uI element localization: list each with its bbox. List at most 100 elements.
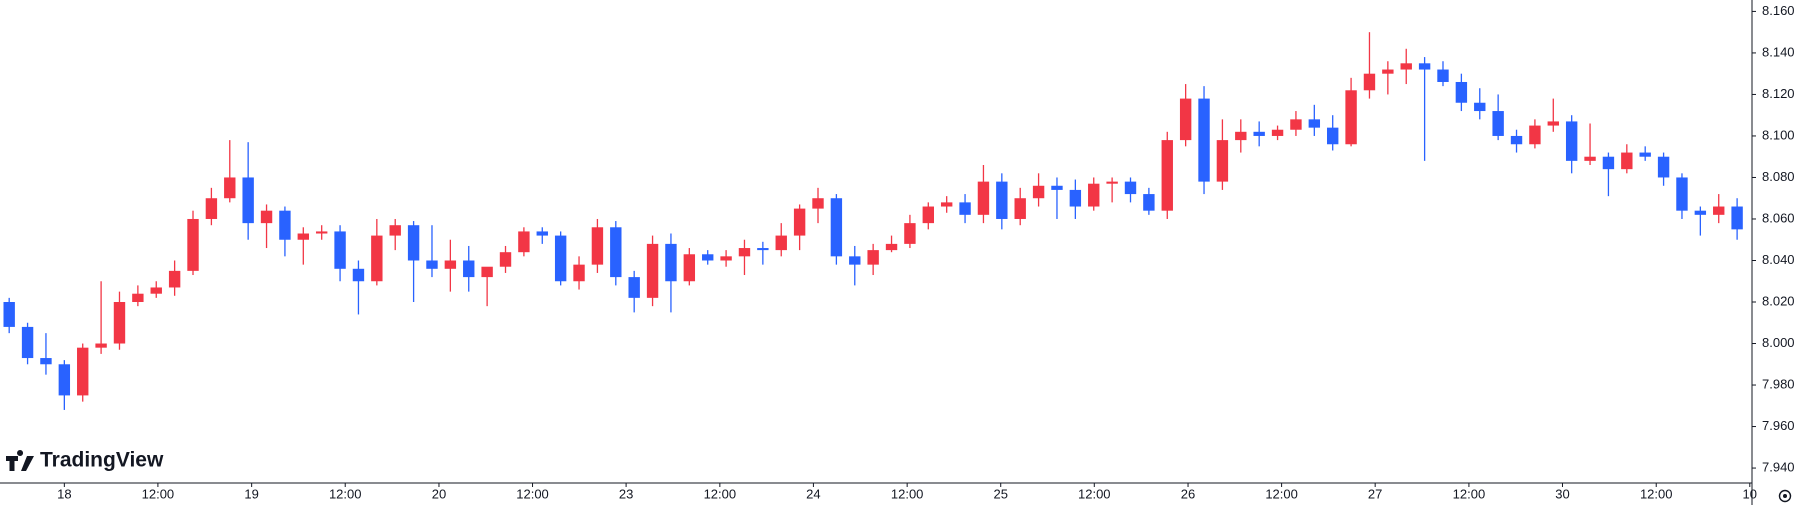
candle-body xyxy=(352,268,365,282)
candle-body xyxy=(610,227,622,278)
candle-body xyxy=(1308,119,1321,128)
candle-body xyxy=(812,198,824,209)
candle-body xyxy=(591,227,604,265)
candle-body xyxy=(775,235,787,251)
candle-body xyxy=(1602,156,1615,170)
candle-body xyxy=(867,250,879,265)
candle-body xyxy=(977,181,990,215)
x-tick-label: 10 xyxy=(1743,486,1757,501)
candle-body xyxy=(132,293,144,303)
candle-body xyxy=(683,254,696,282)
x-tick-label: 25 xyxy=(993,486,1007,501)
candle-body xyxy=(444,260,457,269)
settings-ring[interactable] xyxy=(1778,489,1792,503)
candle-body xyxy=(1051,185,1063,190)
y-tick-label: 8.120 xyxy=(1762,86,1795,101)
candle-body xyxy=(1124,181,1137,195)
candle-body xyxy=(757,248,769,251)
candle-body xyxy=(1253,131,1265,136)
candle-body xyxy=(646,243,659,298)
candle-body xyxy=(95,343,107,348)
candle-body xyxy=(1032,185,1045,199)
candle-body xyxy=(3,302,15,327)
x-tick-label: 12:00 xyxy=(1453,486,1486,501)
candle-body xyxy=(1713,206,1725,215)
candle-body xyxy=(1474,102,1486,112)
candle-body xyxy=(1216,140,1229,182)
candle-body xyxy=(389,225,401,236)
candle-body xyxy=(1143,194,1155,211)
y-tick-label: 8.140 xyxy=(1762,44,1795,59)
candle-body xyxy=(1492,111,1504,136)
x-tick-label: 26 xyxy=(1181,486,1195,501)
candle-body xyxy=(628,277,640,298)
candle-body xyxy=(481,266,493,278)
candle-body xyxy=(885,243,898,251)
settings-dot[interactable] xyxy=(1783,494,1787,498)
candle-body xyxy=(260,210,273,224)
candle-body xyxy=(21,326,34,359)
candle-body xyxy=(77,347,89,396)
logo-icon xyxy=(6,450,34,471)
candle-body xyxy=(959,202,971,215)
candle-body xyxy=(113,302,126,344)
candle-body xyxy=(536,231,548,236)
logo-text: TradingView xyxy=(40,449,164,472)
candle-body xyxy=(371,235,383,282)
candle-body xyxy=(1345,90,1357,145)
y-tick-label: 8.100 xyxy=(1762,127,1795,142)
candle-body xyxy=(168,270,181,288)
candle-body xyxy=(1271,129,1284,136)
candle-body xyxy=(1161,140,1173,211)
candle-body xyxy=(518,231,530,253)
candle-body xyxy=(58,364,71,396)
candle-body xyxy=(1694,210,1707,215)
candle-body xyxy=(279,210,291,240)
candle-body xyxy=(1327,127,1339,145)
y-tick-label: 7.940 xyxy=(1762,459,1795,474)
candle-body xyxy=(499,252,512,267)
x-tick-label: 23 xyxy=(619,486,633,501)
candle-body xyxy=(1584,156,1596,161)
y-tick-label: 8.080 xyxy=(1762,169,1795,184)
settings-icon[interactable] xyxy=(1778,489,1792,503)
candle-body xyxy=(1088,183,1100,207)
candle-body xyxy=(224,177,236,199)
candle-body xyxy=(940,202,953,207)
candle-body xyxy=(205,198,218,219)
y-tick-label: 8.020 xyxy=(1762,293,1795,308)
y-tick-label: 8.160 xyxy=(1762,3,1795,18)
candle-body xyxy=(738,248,751,257)
x-tick-label: 12:00 xyxy=(1265,486,1298,501)
candle-body xyxy=(1363,73,1376,91)
y-tick-label: 7.980 xyxy=(1762,376,1795,391)
candle-body xyxy=(793,208,806,236)
candle-body xyxy=(922,206,934,224)
candle-body xyxy=(1529,125,1541,145)
candle-body xyxy=(1455,81,1468,103)
y-tick-label: 8.000 xyxy=(1762,335,1795,350)
candle-body xyxy=(1418,63,1431,70)
x-tick-label: 18 xyxy=(57,486,71,501)
candle-body xyxy=(573,264,585,282)
logo: TradingView xyxy=(6,449,164,472)
candle-body xyxy=(702,254,714,261)
candle-body xyxy=(463,260,475,278)
candle-body xyxy=(1676,177,1688,211)
candle-body xyxy=(1179,98,1192,141)
candle-body xyxy=(1106,181,1118,184)
candle-body xyxy=(1069,189,1082,207)
x-tick-label: 12:00 xyxy=(329,486,362,501)
y-tick-label: 8.040 xyxy=(1762,252,1795,267)
candle-body xyxy=(1731,206,1743,230)
candle-body xyxy=(407,225,420,261)
candle-body xyxy=(720,256,732,261)
candle-body xyxy=(1198,98,1210,182)
y-tick-label: 7.960 xyxy=(1762,418,1795,433)
x-tick-label: 12:00 xyxy=(1078,486,1111,501)
candle-body xyxy=(1621,152,1633,170)
candle-body xyxy=(1565,121,1578,161)
candle-body xyxy=(1437,69,1449,82)
candle-body xyxy=(904,223,916,244)
